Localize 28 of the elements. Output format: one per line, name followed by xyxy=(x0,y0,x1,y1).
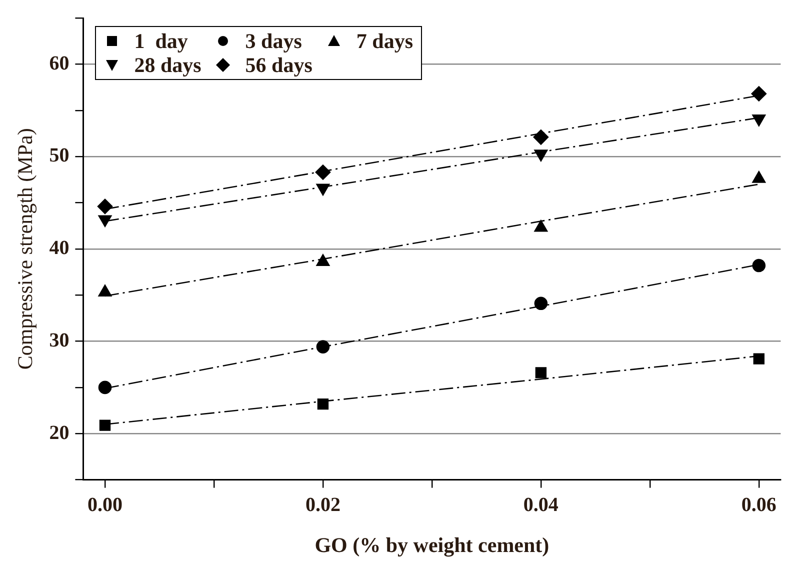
point xyxy=(97,198,113,214)
point xyxy=(534,296,548,310)
x-tick-label: 0.06 xyxy=(741,494,776,516)
point xyxy=(315,164,331,180)
y-tick-label: 60 xyxy=(49,52,70,74)
point xyxy=(535,367,547,378)
x-tick-label: 0.04 xyxy=(523,494,558,516)
y-tick-label: 40 xyxy=(49,237,70,260)
point xyxy=(316,340,330,354)
legend-label: 7 days xyxy=(356,29,414,53)
legend-label: 3 days xyxy=(245,29,302,53)
point xyxy=(317,398,329,410)
y-axis-title: Compressive strength (MPa) xyxy=(13,128,38,370)
point xyxy=(751,86,767,102)
x-tick-label: 0.02 xyxy=(305,494,340,516)
legend-label: 56 days xyxy=(245,53,312,77)
x-axis-title: GO (% by weight cement) xyxy=(314,532,550,557)
legend-label: 28 days xyxy=(134,53,202,77)
y-tick-label: 20 xyxy=(49,422,70,444)
point xyxy=(753,353,765,364)
legend-label: 1 day xyxy=(134,29,188,53)
y-tick-label: 50 xyxy=(49,144,70,167)
y-tick-label: 30 xyxy=(49,329,70,352)
point xyxy=(533,129,549,145)
point xyxy=(752,258,766,272)
point xyxy=(99,420,111,431)
x-tick-label: 0.00 xyxy=(87,494,122,516)
point xyxy=(98,380,112,394)
